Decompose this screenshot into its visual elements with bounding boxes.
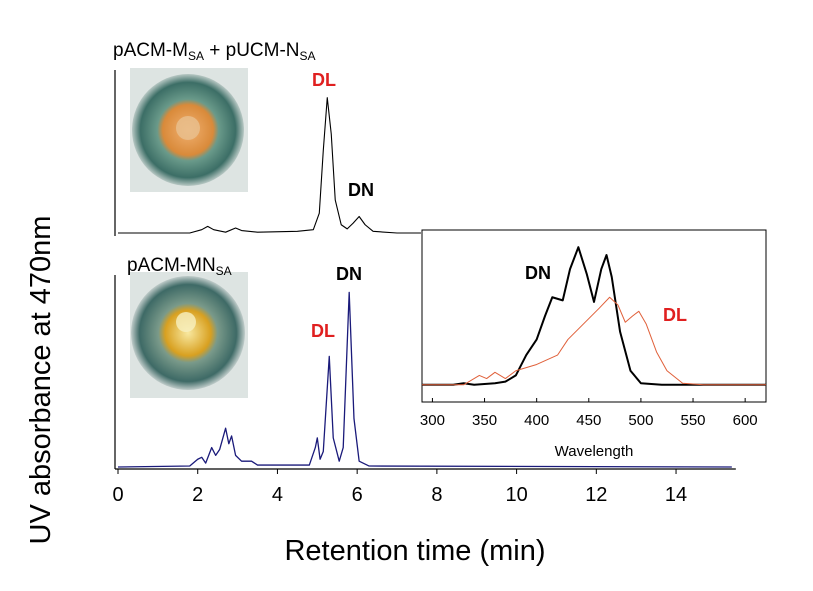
panel-label: pACM-MSA + pUCM-NSA [113, 40, 316, 63]
x-tick-label: 2 [192, 484, 203, 506]
peak-annotation: DN [348, 180, 374, 200]
x-tick-label: 400 [524, 412, 549, 429]
peak-annotation: DL [312, 70, 336, 90]
petri-dish-photo [131, 276, 245, 390]
x-tick-label: 14 [665, 484, 687, 506]
panel-label-part: + pUCM-N [204, 40, 300, 61]
colony [176, 116, 200, 140]
x-tick-label: 300 [420, 412, 445, 429]
inset-frame [421, 229, 767, 403]
x-tick-label: 12 [585, 484, 607, 506]
x-axis-label: Retention time (min) [284, 535, 545, 567]
x-tick-label: 500 [628, 412, 653, 429]
x-tick-label: 8 [431, 484, 442, 506]
trace [422, 296, 766, 386]
trace [118, 97, 421, 234]
trace [422, 246, 766, 386]
peak-annotation: DN [525, 263, 551, 283]
panel-label-sub: SA [216, 264, 232, 278]
x-tick-label: 6 [352, 484, 363, 506]
x-tick-label: 350 [472, 412, 497, 429]
panel-label: pACM-MNSA [127, 255, 232, 278]
colony [176, 312, 196, 332]
x-tick-label: 450 [576, 412, 601, 429]
peak-annotation: DL [663, 305, 687, 325]
peak-annotation: DL [311, 321, 335, 341]
x-tick-label: 600 [733, 412, 758, 429]
panel-label-part: pACM-MN [127, 255, 216, 276]
x-axis-label: Wavelength [555, 443, 634, 460]
trace [117, 291, 732, 468]
x-tick-label: 10 [505, 484, 527, 506]
panel-label-part: pACM-M [113, 40, 188, 61]
x-tick-label: 550 [681, 412, 706, 429]
panel-label-sub: SA [188, 49, 204, 63]
y-axis-label: UV absorbance at 470nm [25, 216, 57, 545]
x-tick-label: 0 [112, 484, 123, 506]
panel-label-sub: SA [300, 49, 316, 63]
peak-annotation: DN [336, 264, 362, 284]
x-tick-label: 4 [272, 484, 283, 506]
